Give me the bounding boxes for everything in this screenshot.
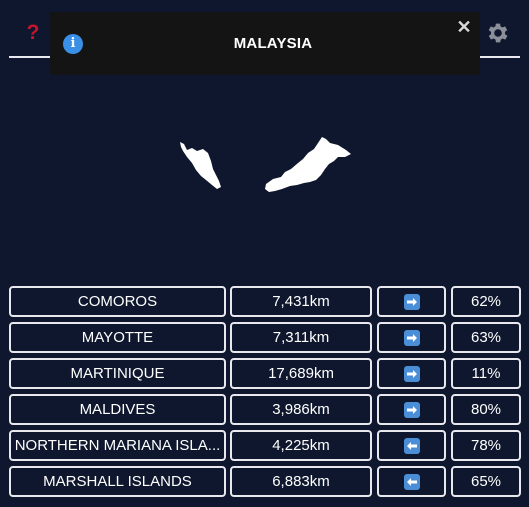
toast-notification: i MALAYSIA ✕	[50, 12, 480, 75]
guess-country: MARSHALL ISLANDS	[9, 466, 226, 497]
arrow-right-icon	[403, 402, 420, 418]
guess-country: NORTHERN MARIANA ISLA...	[9, 430, 226, 461]
header-divider-right	[478, 56, 520, 58]
gear-icon[interactable]	[485, 20, 511, 46]
guess-distance: 7,431km	[230, 286, 372, 317]
table-row: MALDIVES 3,986km 80%	[9, 394, 521, 425]
arrow-left-icon	[403, 438, 420, 454]
guess-direction	[377, 286, 446, 317]
country-map	[180, 137, 351, 192]
arrow-left-icon	[403, 474, 420, 490]
guess-distance: 7,311km	[230, 322, 372, 353]
guess-distance: 4,225km	[230, 430, 372, 461]
help-icon[interactable]: ?	[26, 21, 40, 44]
guess-country: MALDIVES	[9, 394, 226, 425]
info-icon: i	[63, 34, 83, 54]
guess-distance: 17,689km	[230, 358, 372, 389]
guess-country: MARTINIQUE	[9, 358, 226, 389]
table-row: MARTINIQUE 17,689km 11%	[9, 358, 521, 389]
table-row: COMOROS 7,431km 62%	[9, 286, 521, 317]
guess-country: MAYOTTE	[9, 322, 226, 353]
guess-proximity: 65%	[451, 466, 521, 497]
arrow-right-icon	[403, 366, 420, 382]
guess-distance: 3,986km	[230, 394, 372, 425]
close-icon[interactable]: ✕	[456, 17, 472, 37]
guess-distance: 6,883km	[230, 466, 372, 497]
guess-proximity: 11%	[451, 358, 521, 389]
top-bar: ?	[0, 0, 529, 60]
arrow-right-icon	[403, 294, 420, 310]
guess-direction	[377, 430, 446, 461]
guess-country: COMOROS	[9, 286, 226, 317]
guess-proximity: 62%	[451, 286, 521, 317]
header-divider-left	[9, 56, 51, 58]
guess-proximity: 78%	[451, 430, 521, 461]
guess-proximity: 63%	[451, 322, 521, 353]
guess-direction	[377, 394, 446, 425]
map-borneo	[265, 137, 351, 192]
toast-title: MALAYSIA	[233, 35, 313, 52]
table-row: NORTHERN MARIANA ISLA... 4,225km 78%	[9, 430, 521, 461]
guess-direction	[377, 466, 446, 497]
guess-direction	[377, 358, 446, 389]
table-row: MARSHALL ISLANDS 6,883km 65%	[9, 466, 521, 497]
guess-direction	[377, 322, 446, 353]
map-peninsula	[180, 142, 221, 189]
table-row: MAYOTTE 7,311km 63%	[9, 322, 521, 353]
guess-proximity: 80%	[451, 394, 521, 425]
arrow-right-icon	[403, 330, 420, 346]
